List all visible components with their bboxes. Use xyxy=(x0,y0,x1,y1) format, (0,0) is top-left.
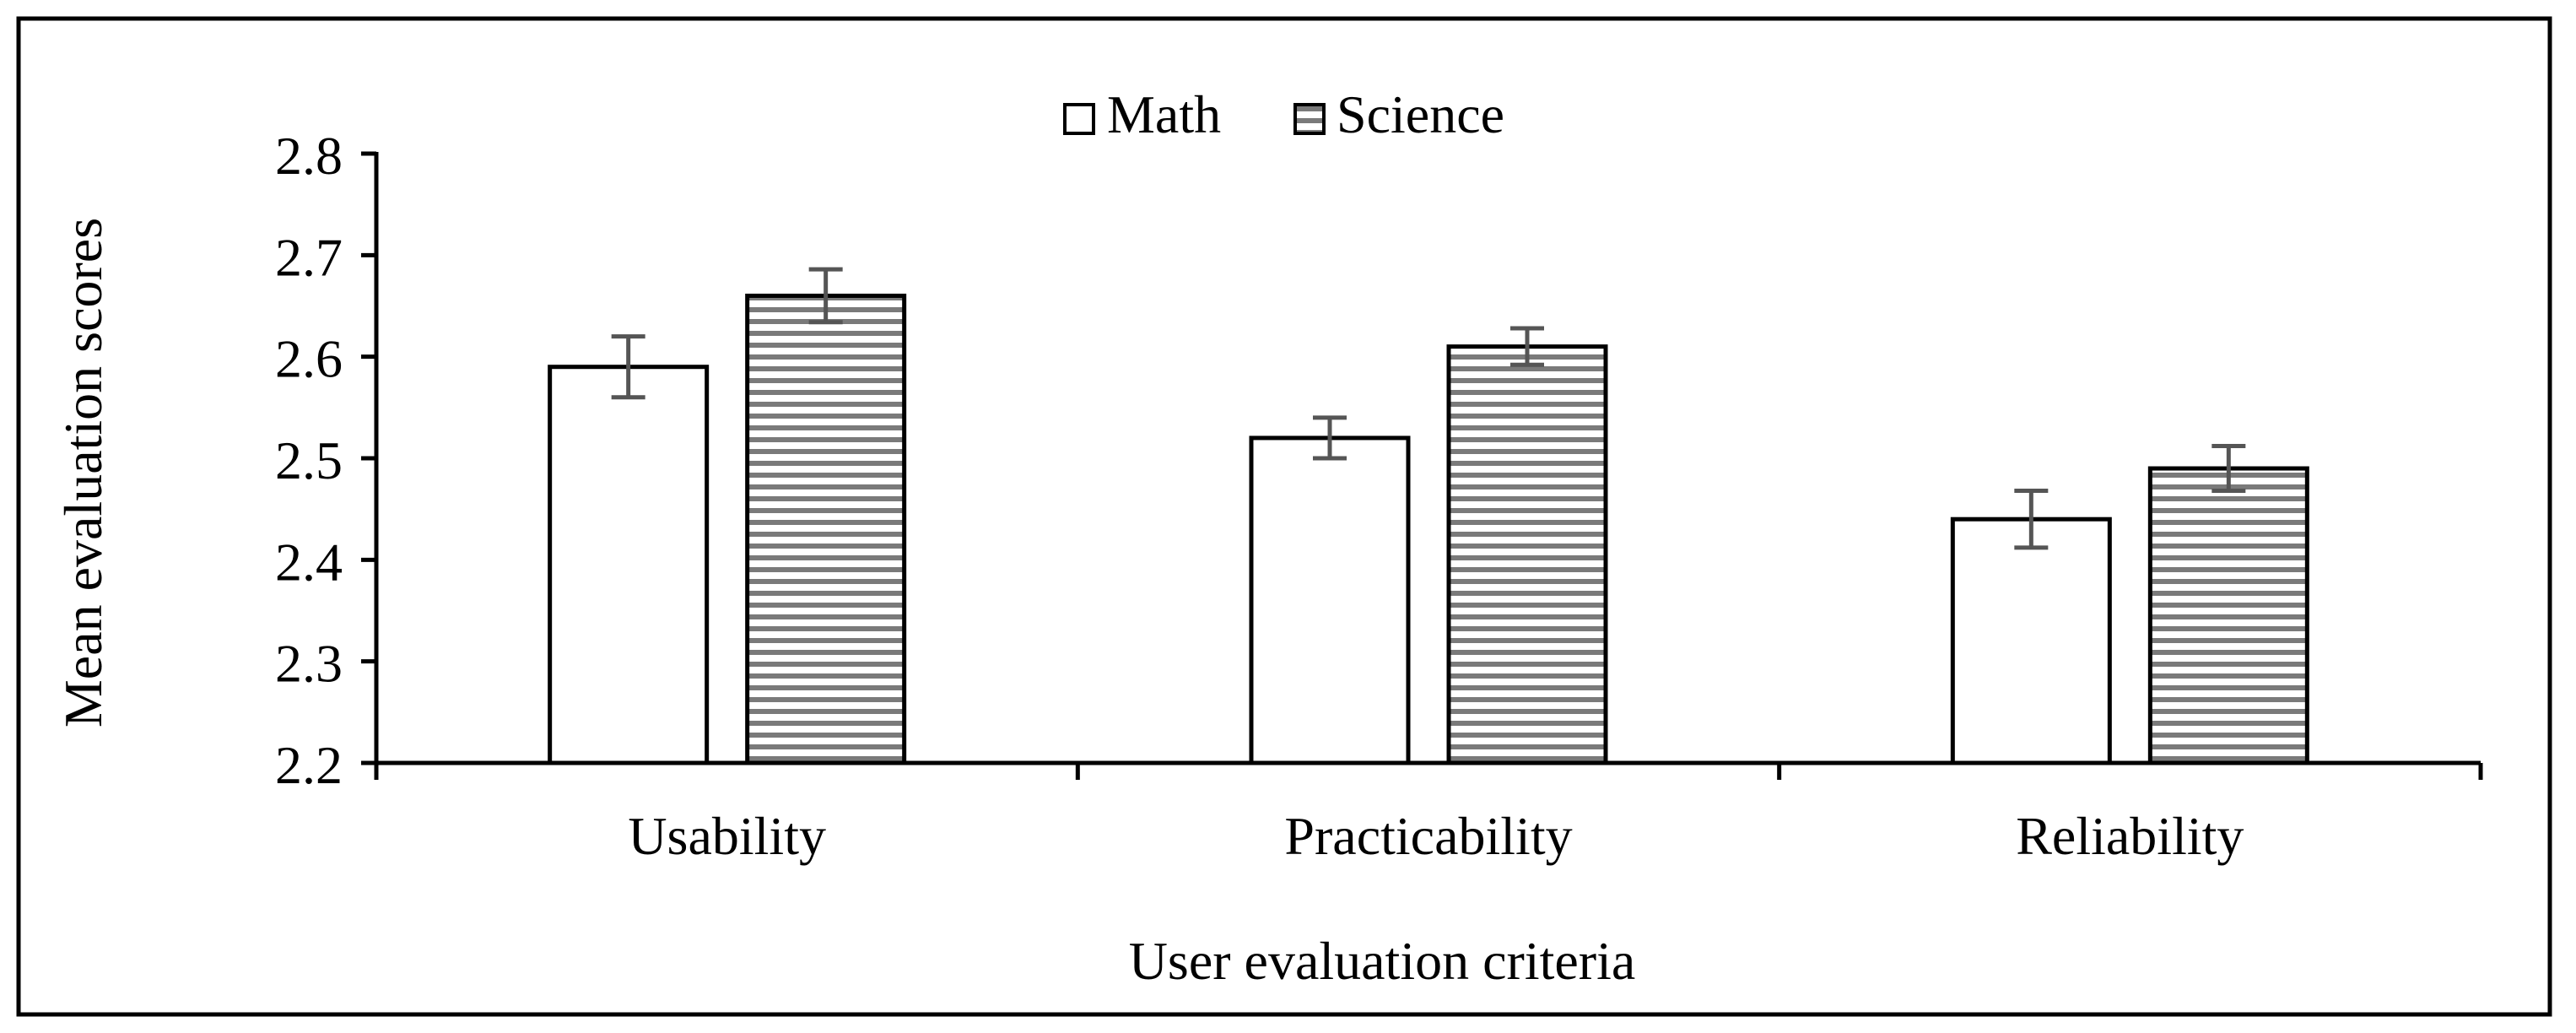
y-tick-label: 2.4 xyxy=(275,532,343,592)
bar-math xyxy=(548,365,710,765)
legend-swatch-math xyxy=(1063,103,1095,135)
bar-math xyxy=(1249,435,1411,765)
error-bars xyxy=(611,267,2246,550)
y-axis: 2.2 2.3 2.4 2.5 2.6 2.7 2.8 xyxy=(275,126,379,795)
x-axis: Usability Practicability Reliability xyxy=(374,760,2483,866)
legend: Math Science xyxy=(1063,84,1504,144)
x-tick-label: Usability xyxy=(628,806,826,866)
y-axis-title: Mean evaluation scores xyxy=(53,218,113,727)
bar-science xyxy=(745,293,907,765)
legend-label-math: Math xyxy=(1107,84,1221,144)
bar-math xyxy=(1950,516,2112,765)
legend-swatch-science xyxy=(1293,103,1326,135)
legend-label-science: Science xyxy=(1337,84,1504,144)
x-axis-title: User evaluation criteria xyxy=(1129,931,1636,991)
y-tick-label: 2.5 xyxy=(275,430,343,490)
y-tick-label: 2.2 xyxy=(275,735,343,795)
bar-science xyxy=(2147,466,2309,765)
y-tick-label: 2.3 xyxy=(275,634,343,694)
x-tick-label: Reliability xyxy=(2016,806,2244,866)
y-tick-label: 2.8 xyxy=(275,126,343,186)
x-tick-label: Practicability xyxy=(1284,806,1572,866)
bar-science xyxy=(1446,344,1608,765)
y-tick-label: 2.7 xyxy=(275,227,343,287)
y-tick-label: 2.6 xyxy=(275,329,343,389)
